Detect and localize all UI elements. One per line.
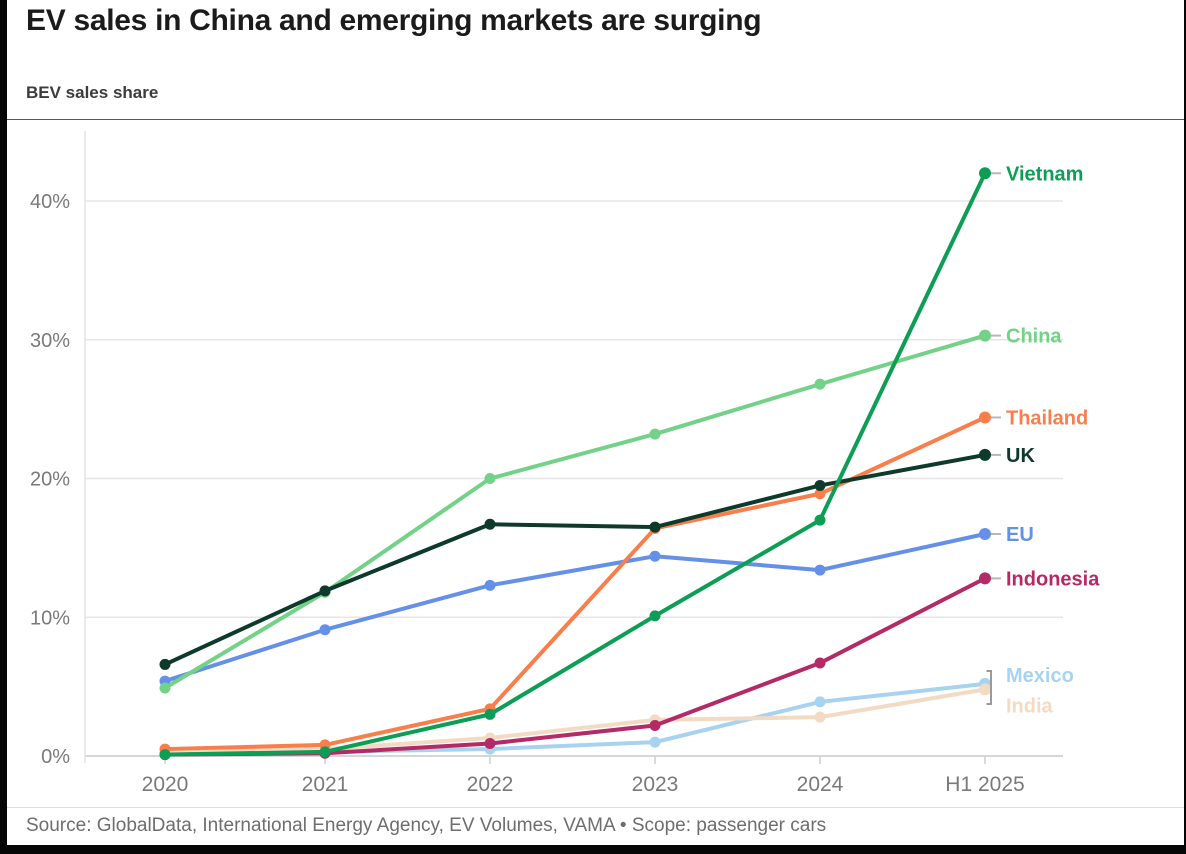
series-label-mexico: Mexico (1006, 665, 1074, 687)
y-axis-tick-label: 40% (30, 191, 70, 213)
series-dot-india (979, 683, 991, 696)
series-dot-uk (319, 585, 331, 597)
series-dot-vietnam (484, 708, 496, 720)
x-axis-tick-label: 2021 (302, 773, 349, 796)
series-dot-mexico (649, 736, 661, 748)
series-dot-eu (649, 550, 661, 562)
header-divider (0, 119, 1186, 120)
x-axis-tick-label: 2023 (632, 773, 679, 796)
y-axis-tick-label: 20% (30, 469, 70, 491)
series-dot-thailand (979, 411, 991, 424)
x-axis-tick-label: H1 2025 (945, 773, 1024, 796)
series-label-china: China (1006, 326, 1062, 348)
chart-title: EV sales in China and emerging markets a… (26, 4, 762, 37)
chart-subtitle: BEV sales share (26, 83, 159, 102)
series-dot-vietnam (979, 167, 991, 180)
series-dot-vietnam (319, 746, 331, 758)
series-label-indonesia: Indonesia (1006, 568, 1100, 590)
series-dot-indonesia (814, 657, 826, 669)
x-axis-tick-label: 2022 (467, 773, 514, 796)
series-dot-eu (319, 624, 331, 636)
series-dot-china (979, 329, 991, 342)
series-label-eu: EU (1006, 524, 1034, 546)
series-dot-uk (814, 479, 826, 491)
series-dot-uk (484, 518, 496, 530)
series-dot-china (814, 378, 826, 390)
screen-right-border (1184, 0, 1186, 854)
series-dot-india (814, 711, 826, 723)
series-line-eu (163, 532, 987, 684)
series-dot-indonesia (649, 719, 661, 731)
series-dot-china (484, 473, 496, 484)
series-dot-eu (979, 528, 991, 540)
series-line-china (163, 333, 987, 691)
series-line-thailand (163, 415, 987, 752)
series-dot-uk (649, 521, 661, 533)
series-dot-vietnam (649, 610, 661, 622)
series-dot-eu (484, 579, 496, 591)
series-dot-indonesia (979, 572, 991, 585)
series-dot-indonesia (484, 738, 496, 750)
series-label-vietnam: Vietnam (1006, 163, 1083, 185)
y-axis-tick-label: 0% (41, 746, 70, 768)
series-dot-uk (979, 448, 991, 461)
source-note: Source: GlobalData, International Energy… (26, 815, 827, 836)
series-dot-uk (159, 658, 171, 670)
series-dot-vietnam (159, 749, 171, 761)
footer-divider (0, 807, 1186, 808)
series-line-india (163, 687, 987, 753)
series-label-india: India (1006, 695, 1054, 717)
screen-bottom-border (0, 845, 1186, 854)
x-axis-tick-label: 2020 (142, 773, 189, 796)
series-dot-china (649, 428, 661, 440)
x-axis-tick-label: 2024 (797, 773, 844, 796)
series-label-uk: UK (1006, 445, 1035, 467)
series-line-uk (163, 452, 987, 667)
series-dot-china (159, 682, 171, 694)
series-line-mexico (163, 681, 987, 756)
series-dot-mexico (814, 696, 826, 708)
series-line-vietnam (163, 171, 987, 757)
series-dot-eu (814, 564, 826, 576)
series-label-thailand: Thailand (1006, 407, 1088, 429)
y-axis-tick-label: 30% (30, 330, 70, 352)
screen-left-border (0, 0, 7, 854)
mexico-india-bracket (986, 670, 992, 705)
y-axis-tick-label: 10% (30, 607, 70, 629)
series-dot-thailand (814, 488, 826, 500)
series-dot-vietnam (814, 514, 826, 526)
